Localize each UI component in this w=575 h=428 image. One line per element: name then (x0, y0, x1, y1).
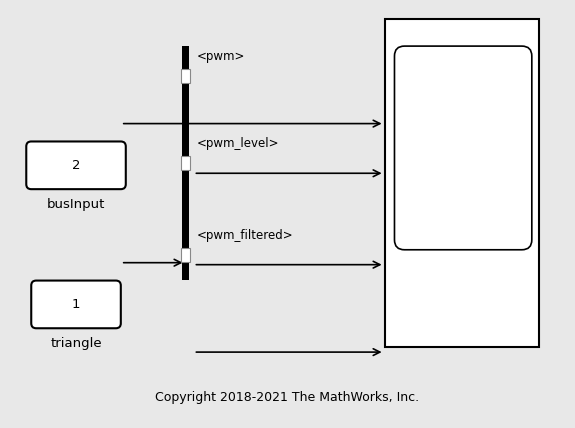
FancyBboxPatch shape (181, 248, 190, 262)
FancyBboxPatch shape (385, 19, 539, 347)
FancyBboxPatch shape (26, 142, 126, 189)
FancyBboxPatch shape (31, 281, 121, 328)
Text: Copyright 2018-2021 The MathWorks, Inc.: Copyright 2018-2021 The MathWorks, Inc. (155, 391, 419, 404)
Text: <pwm_level>: <pwm_level> (197, 137, 279, 150)
Text: 2: 2 (72, 159, 80, 172)
FancyBboxPatch shape (394, 46, 532, 250)
Text: <pwm>: <pwm> (197, 50, 245, 63)
FancyBboxPatch shape (181, 156, 190, 170)
FancyBboxPatch shape (182, 46, 190, 279)
Text: 1: 1 (72, 298, 80, 311)
Text: triangle: triangle (50, 337, 102, 350)
Text: <pwm_filtered>: <pwm_filtered> (197, 229, 293, 242)
FancyBboxPatch shape (181, 69, 190, 83)
Text: busInput: busInput (47, 198, 105, 211)
